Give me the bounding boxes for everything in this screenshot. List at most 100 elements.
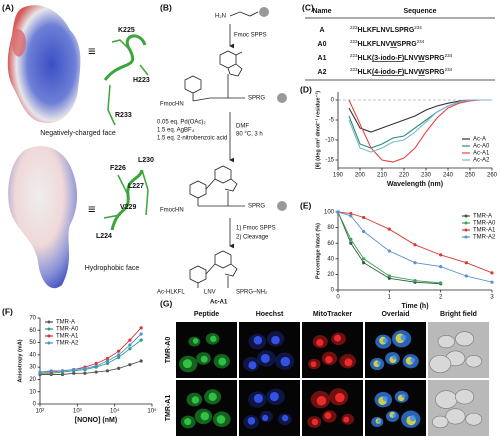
data-point: [439, 281, 443, 285]
data-point: [83, 366, 87, 370]
cell-spot: [392, 413, 397, 418]
y-tick-label: -5: [329, 118, 335, 124]
data-point: [94, 361, 98, 366]
series-line: [348, 99, 492, 153]
chem-text: H₂N: [215, 14, 226, 20]
x-tick-label: 210: [377, 173, 388, 179]
y-tick-label: 30: [29, 365, 36, 371]
data-point: [139, 326, 143, 330]
panel-label: (A): [2, 2, 14, 12]
legend-label: TMR-A: [473, 214, 492, 220]
cell-spot: [409, 415, 416, 422]
y-tick-label: 0: [33, 402, 37, 408]
resin-bead: [277, 201, 287, 211]
column-header: MitoTracker: [313, 311, 353, 318]
y-axis-label: Percentage Intact (%): [315, 223, 321, 279]
cell-spot: [343, 416, 350, 423]
cell-spot: [324, 412, 332, 420]
cell-spot: [248, 361, 257, 370]
x-tick-label: 240: [443, 173, 454, 179]
series-line: [337, 211, 493, 283]
cell-spot: [325, 356, 333, 364]
data-point: [128, 363, 132, 367]
sequence-segment: HLK: [358, 55, 372, 62]
sequence-segment: W: [418, 69, 425, 76]
data-point: [117, 366, 121, 370]
cell-spot: [269, 391, 279, 402]
residue-end: 234: [414, 25, 422, 30]
reaction-step: 1) Fmoc SPPS: [236, 226, 276, 232]
cell-spot: [382, 338, 388, 344]
cell-spot: [280, 356, 291, 367]
y-tick-label: -15: [325, 158, 334, 164]
residue-label: R233: [115, 112, 132, 119]
x-tick-label: 220: [399, 173, 410, 179]
data-point: [117, 349, 121, 353]
cell-spot: [400, 334, 407, 341]
sequence: 223HLK(4-iodo-F)LNVWSPRG234: [350, 67, 453, 76]
sequence: 223HLKFLNVLSPRG234: [350, 25, 422, 34]
resin-bead: [277, 93, 287, 103]
panel-a: (A) ≡ K225 H223 R233 Negatively-charged …: [2, 2, 154, 289]
residue-label: K225: [118, 27, 135, 34]
data-point: [105, 356, 110, 361]
data-point: [128, 338, 132, 342]
data-point: [362, 257, 366, 261]
reaction-step: Fmoc SPPS: [234, 33, 267, 39]
panel-label: (G): [160, 298, 172, 308]
legend-label: Ac-A1: [473, 151, 490, 157]
data-point: [362, 261, 366, 265]
sequence-segment: HLKFLNVLSPRG: [358, 27, 415, 34]
surface-patch: [12, 29, 26, 57]
equiv: ≡: [88, 201, 96, 216]
chart: (D) 190 200 210 220 230 240 250 260 -15 -10 -5 0 Wave…: [300, 84, 498, 188]
row-name: A: [319, 27, 324, 34]
cell-spot: [210, 335, 217, 343]
row-label: TMR-A0: [165, 337, 172, 364]
reaction-step: 2) Cleavage: [236, 235, 269, 241]
chem-text: SPRG: [248, 96, 265, 102]
y-axis-label: Anisotropy (mA): [17, 339, 23, 382]
series-line: [348, 99, 492, 163]
sequence-segment: W: [390, 41, 397, 48]
series-line: [337, 211, 441, 284]
y-tick-label: 40: [327, 256, 334, 262]
legend-marker: [464, 228, 468, 232]
cell-spot: [200, 355, 208, 363]
legend-marker: [47, 320, 51, 324]
residue-end: 234: [445, 67, 453, 72]
chart: (F) 10² 10³ 10⁴ 10⁵ 0 10 20 30 40 50 60 70 [NONO] (nM…: [2, 306, 157, 424]
data-point: [72, 371, 76, 375]
cell-spot: [216, 415, 226, 424]
caption: Negatively-charged face: [40, 130, 116, 137]
cell-spot: [392, 355, 397, 360]
compound-name: Ac-A1: [210, 300, 228, 306]
axis: [337, 92, 492, 169]
data-point: [117, 353, 121, 357]
cell-spot: [316, 339, 324, 347]
data-point: [349, 214, 353, 218]
data-point: [117, 355, 121, 359]
cell-spot: [182, 359, 192, 369]
column-header: Peptide: [194, 311, 219, 318]
data-point: [94, 364, 98, 368]
data-point: [128, 343, 132, 347]
chem-text: Ac-HLKFL: [157, 290, 185, 296]
chem-text: SPRG: [248, 204, 265, 210]
x-tick-label: 10⁴: [110, 408, 120, 415]
legend-marker: [47, 327, 51, 331]
reagent: 1.5 eq. AgBF₄: [157, 128, 195, 134]
residue-label: L227: [128, 183, 144, 190]
micrograph: [302, 380, 363, 436]
resin-bead: [259, 7, 269, 17]
legend-marker: [464, 221, 468, 225]
cell: [445, 408, 466, 425]
data-point: [362, 215, 366, 220]
cell-spot: [192, 338, 199, 344]
data-point: [128, 347, 132, 351]
y-tick-label: 20: [327, 272, 334, 278]
row-label: TMR-A1: [165, 395, 172, 422]
legend-marker: [47, 334, 51, 338]
helix: [103, 169, 149, 231]
y-tick-label: 0: [331, 288, 335, 294]
